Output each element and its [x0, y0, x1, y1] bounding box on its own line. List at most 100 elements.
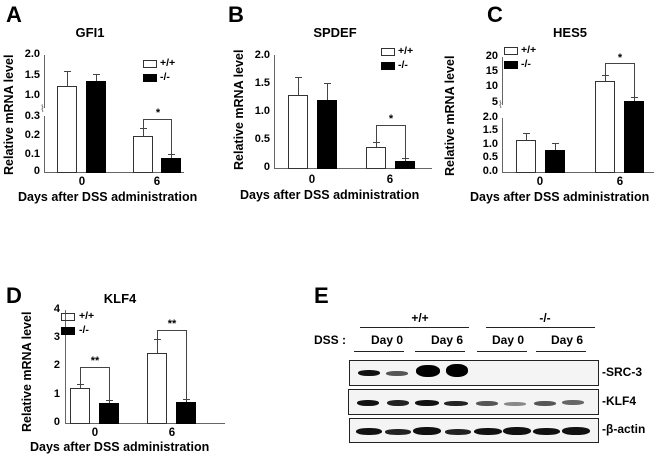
y-axis: [274, 55, 275, 169]
blot-src3: [349, 360, 599, 386]
y-tick: 1.5: [482, 124, 498, 136]
day-label: Day 0: [370, 333, 404, 347]
y-tick: 0.1: [24, 148, 40, 160]
y-tick: 1: [53, 388, 60, 400]
error-cap: [324, 83, 331, 84]
y-axis: [65, 310, 66, 424]
genotype-line-ko: [486, 327, 595, 328]
y-tick: 0.5: [482, 151, 498, 163]
band: [562, 400, 584, 405]
legend-swatch-ko: [504, 61, 518, 69]
bar-wt-day6: [595, 81, 615, 173]
y-axis-lower: [44, 116, 45, 173]
error-bar: [143, 128, 144, 136]
significance-bracket-leg: [109, 367, 110, 400]
bar-wt-day0: [57, 86, 77, 173]
day-label: Day 6: [550, 333, 584, 347]
y-tick: 10: [485, 80, 498, 92]
y-tick: 2: [53, 359, 60, 371]
band: [533, 428, 560, 435]
significance-bracket-leg: [405, 125, 406, 158]
genotype-label-wt: +/+: [411, 311, 429, 325]
y-tick: 1.5: [24, 69, 40, 81]
y-tick: 2.0: [24, 48, 40, 60]
error-bar: [555, 143, 556, 150]
bar-ko-day0: [99, 403, 119, 424]
error-cap: [183, 399, 190, 400]
error-bar: [634, 97, 635, 101]
x-axis: [502, 172, 654, 173]
x-tick: 6: [616, 176, 624, 188]
error-cap: [373, 142, 380, 143]
x-tick: 0: [78, 176, 86, 188]
day-line: [536, 351, 586, 352]
legend-label-ko: -/-: [160, 71, 170, 83]
error-bar: [327, 83, 328, 100]
error-cap: [168, 154, 175, 155]
legend-swatch-wt: [504, 47, 518, 55]
band: [357, 400, 379, 406]
bar-ko-day6: [624, 101, 644, 173]
blot-beta-actin: [349, 418, 599, 443]
bar-ko-day6: [395, 161, 415, 169]
band: [358, 370, 380, 376]
error-bar: [605, 75, 606, 81]
chart-title-spdef: SPDEF: [313, 25, 357, 40]
error-bar: [186, 399, 187, 402]
error-bar: [171, 154, 172, 158]
y-axis-upper: [44, 55, 45, 108]
y-tick: 0: [263, 161, 270, 173]
legend-swatch-ko: [381, 62, 395, 70]
band: [562, 427, 590, 435]
y-tick: 5: [491, 96, 498, 108]
y-tick: 0.3: [24, 110, 40, 122]
band: [416, 365, 440, 377]
blot-label-src3: -SRC-3: [602, 365, 643, 379]
significance-bracket-leg: [171, 119, 172, 154]
bar-wt-day6: [147, 353, 167, 424]
x-tick: 6: [168, 427, 176, 439]
bar-wt-day6: [133, 136, 153, 173]
band: [446, 364, 468, 377]
blot-label-beta-actin: -β-actin: [602, 422, 646, 436]
error-cap: [631, 97, 638, 98]
error-bar: [405, 158, 406, 161]
band: [413, 427, 441, 435]
panel-letter-a: A: [6, 2, 22, 27]
dss-label: DSS :: [314, 333, 347, 347]
day-line: [415, 351, 465, 352]
band: [534, 401, 556, 406]
significance-marker-day6: **: [167, 318, 177, 330]
bar-wt-day0: [516, 140, 536, 173]
panel-letter-e: E: [314, 283, 329, 308]
error-cap: [523, 133, 530, 134]
error-bar: [157, 339, 158, 353]
band: [387, 400, 409, 406]
legend-label-ko: -/-: [521, 58, 531, 70]
x-tick: 6: [153, 176, 161, 188]
significance-marker-day0: **: [90, 355, 100, 367]
y-tick: 2.0: [482, 111, 498, 123]
panel-letter-d: D: [6, 283, 22, 308]
bar-wt-day0: [70, 388, 90, 424]
legend-label-wt: +/+: [521, 44, 537, 56]
x-tick: 0: [536, 176, 544, 188]
legend-swatch-wt: [61, 313, 75, 321]
significance-bracket: [376, 125, 406, 142]
x-tick: 6: [386, 174, 394, 186]
y-tick: 0: [33, 165, 40, 177]
bar-ko-day6: [161, 158, 181, 173]
x-axis-label: Days after DSS administration: [18, 190, 198, 204]
genotype-line-wt: [360, 327, 469, 328]
significance-bracket-leg: [634, 63, 635, 97]
axis-break: ⌇: [40, 104, 45, 115]
error-bar: [298, 77, 299, 95]
error-bar: [526, 133, 527, 140]
blot-label-klf4: -KLF4: [602, 394, 636, 408]
y-tick: 15: [485, 65, 498, 77]
bar-ko-day0: [545, 150, 565, 173]
y-tick: 20: [485, 50, 498, 62]
legend-swatch-wt: [381, 48, 395, 56]
band: [503, 427, 531, 435]
band: [445, 429, 471, 435]
